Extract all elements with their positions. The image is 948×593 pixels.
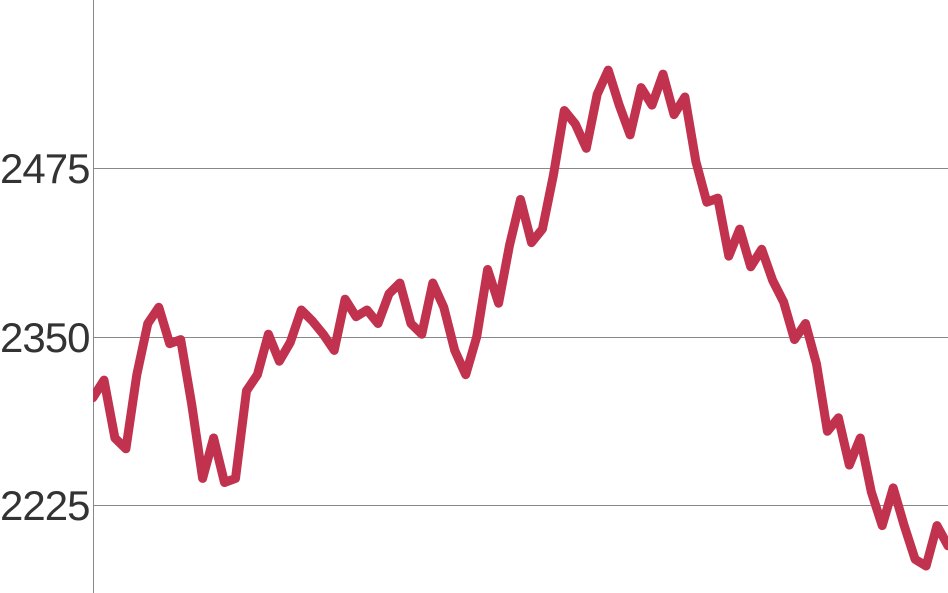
y-tick-label-2475: 2475 [0, 145, 89, 193]
plot-area [93, 0, 948, 593]
line-chart: 2475 2350 2225 [0, 0, 948, 593]
y-tick-label-2225: 2225 [0, 482, 89, 530]
y-tick-label-2350: 2350 [0, 314, 89, 362]
price-line [93, 0, 948, 593]
